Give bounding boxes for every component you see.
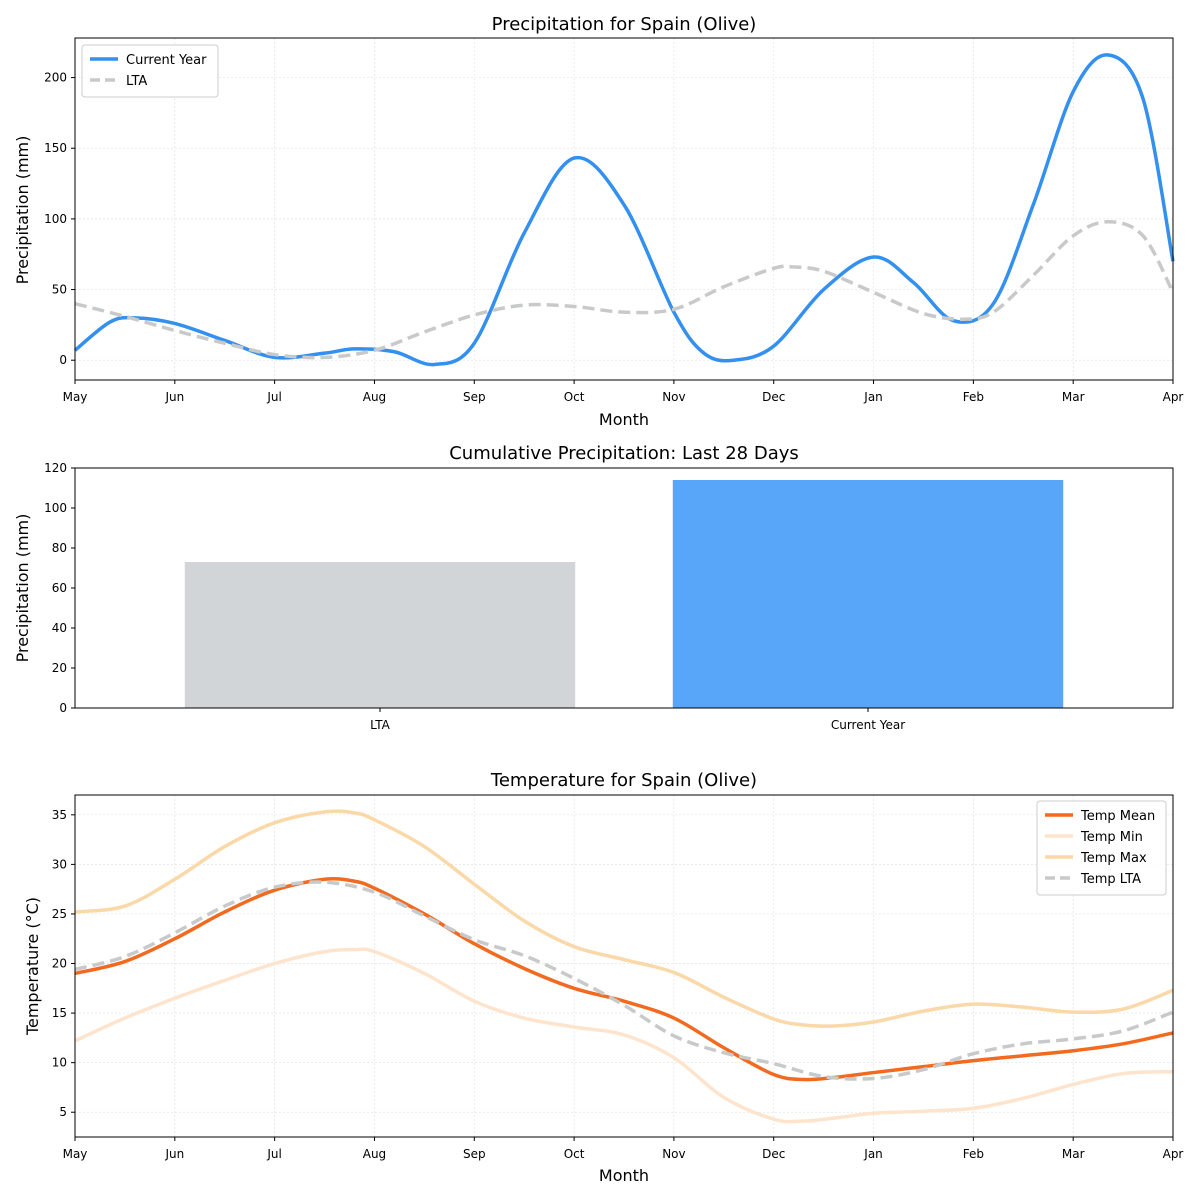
series-line-current-year <box>73 53 1175 367</box>
legend-label: LTA <box>126 74 147 89</box>
series-line-temp-mean <box>74 876 1174 1082</box>
x-tick-label: Jul <box>266 390 281 404</box>
y-tick-label: 35 <box>52 808 67 822</box>
x-tick-label: Feb <box>963 1147 984 1161</box>
legend-label: Temp Mean <box>1080 809 1155 824</box>
x-tick-label: Nov <box>662 1147 685 1161</box>
series-line-temp-max <box>74 809 1174 1028</box>
x-tick-label: Aug <box>363 1147 386 1161</box>
series-line-temp-min <box>74 947 1174 1124</box>
x-tick-label: Mar <box>1062 390 1085 404</box>
x-tick-label: Sep <box>463 1147 486 1161</box>
series-line-temp-lta <box>74 880 1174 1081</box>
x-tick-label: Apr <box>1163 1147 1184 1161</box>
x-tick-label: Oct <box>564 390 585 404</box>
x-tick-label: Dec <box>762 390 785 404</box>
x-tick-label: Oct <box>564 1147 585 1161</box>
y-tick-label: 0 <box>59 701 67 715</box>
chart-title: Cumulative Precipitation: Last 28 Days <box>449 443 799 464</box>
y-tick-label: 10 <box>52 1056 67 1070</box>
x-tick-label: Jul <box>266 1147 281 1161</box>
y-tick-label: 50 <box>52 283 67 297</box>
y-tick-label: 30 <box>52 857 67 871</box>
bar-lta <box>184 562 576 708</box>
legend-label: Temp LTA <box>1080 872 1141 887</box>
y-tick-label: 0 <box>59 353 67 367</box>
y-tick-label: 40 <box>52 621 67 635</box>
y-tick-label: 15 <box>52 1006 67 1020</box>
legend-label: Current Year <box>126 53 207 68</box>
x-axis-label: Month <box>599 1166 649 1185</box>
x-tick-label: Sep <box>463 390 486 404</box>
plot-frame <box>74 37 1174 381</box>
x-tick-label: Current Year <box>831 718 905 732</box>
x-tick-label: Nov <box>662 390 685 404</box>
y-tick-label: 20 <box>52 957 67 971</box>
temperature-line-chart: Temperature for Spain (Olive) Month Temp… <box>23 770 1183 1185</box>
y-tick-label: 60 <box>52 581 67 595</box>
y-tick-label: 200 <box>44 71 67 85</box>
x-tick-label: Jun <box>164 1147 184 1161</box>
y-tick-label: 20 <box>52 661 67 675</box>
y-tick-label: 80 <box>52 541 67 555</box>
cumulative-bar-chart: Cumulative Precipitation: Last 28 Days P… <box>13 443 1174 732</box>
legend-label: Temp Max <box>1080 851 1147 866</box>
x-tick-label: Dec <box>762 1147 785 1161</box>
legend: Current Year LTA <box>81 44 219 98</box>
x-tick-label: Aug <box>363 390 386 404</box>
y-axis-label: Temperature (°C) <box>23 897 42 1036</box>
y-axis-label: Precipitation (mm) <box>13 136 32 285</box>
x-tick-label: Jan <box>863 390 883 404</box>
x-tick-label: Apr <box>1163 390 1184 404</box>
y-tick-label: 120 <box>44 461 67 475</box>
legend-label: Temp Min <box>1080 830 1143 845</box>
plot-frame <box>74 794 1174 1138</box>
y-tick-label: 100 <box>44 501 67 515</box>
y-tick-label: 5 <box>59 1105 67 1119</box>
x-tick-label: Jan <box>863 1147 883 1161</box>
y-tick-label: 100 <box>44 212 67 226</box>
y-tick-label: 25 <box>52 907 67 921</box>
legend: Temp Mean Temp Min Temp Max Temp LTA <box>1036 800 1167 896</box>
x-tick-label: May <box>63 1147 88 1161</box>
chart-title: Precipitation for Spain (Olive) <box>492 14 757 35</box>
x-tick-label: Jun <box>164 390 184 404</box>
x-tick-label: May <box>63 390 88 404</box>
bar-current-year <box>672 480 1064 708</box>
precipitation-line-chart: Precipitation for Spain (Olive) Month Pr… <box>13 14 1183 429</box>
x-tick-label: LTA <box>370 718 390 732</box>
y-tick-label: 150 <box>44 141 67 155</box>
y-axis-label: Precipitation (mm) <box>13 514 32 663</box>
x-tick-label: Feb <box>963 390 984 404</box>
legend-frame <box>1036 800 1167 896</box>
x-tick-label: Mar <box>1062 1147 1085 1161</box>
chart-title: Temperature for Spain (Olive) <box>490 770 757 791</box>
x-axis-label: Month <box>599 410 649 429</box>
